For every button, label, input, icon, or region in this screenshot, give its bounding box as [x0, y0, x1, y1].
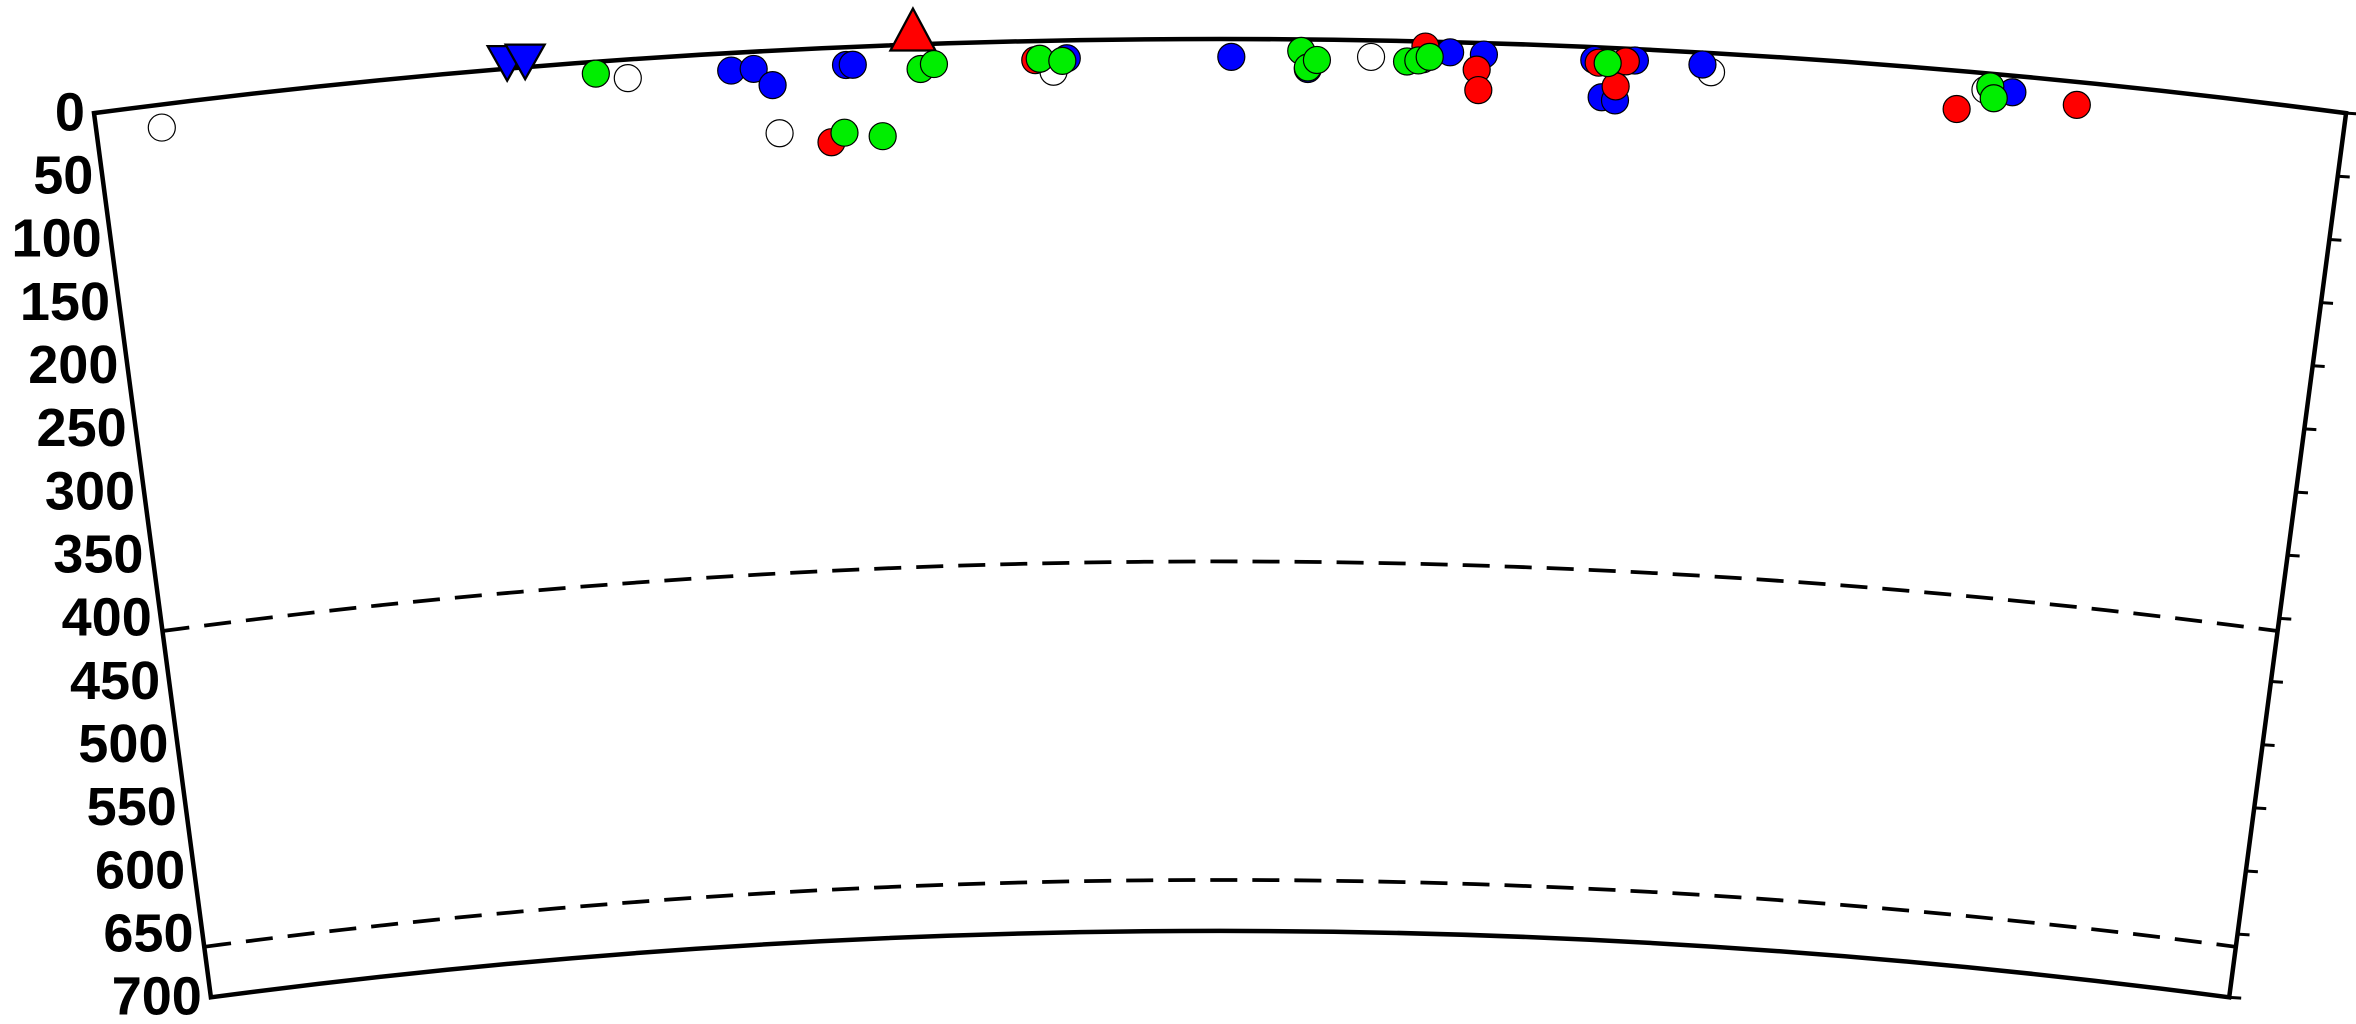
y-tick-label: 400	[62, 588, 152, 648]
tick-mark	[2337, 174, 2350, 179]
event-dot	[739, 54, 768, 84]
tick-mark	[2237, 932, 2250, 937]
tick-mark	[2245, 869, 2258, 874]
tick-mark	[2254, 806, 2267, 811]
y-tick-label: 450	[70, 651, 160, 711]
station-marker	[888, 6, 938, 52]
tick-mark	[2329, 237, 2342, 242]
y-tick-label: 100	[12, 209, 102, 269]
event-dot	[613, 64, 642, 93]
y-tick-label: 300	[45, 461, 135, 521]
event-dot	[581, 59, 610, 88]
event-dot	[1217, 42, 1246, 71]
event-dot	[1464, 75, 1493, 105]
event-dot	[868, 122, 897, 151]
y-tick-label: 550	[87, 777, 177, 837]
y-tick-label: 50	[33, 146, 93, 206]
tick-mark	[2270, 680, 2284, 684]
tick-mark	[2295, 490, 2309, 495]
y-tick-label: 650	[103, 903, 193, 963]
station-marker	[503, 43, 547, 82]
y-tick-label: 500	[78, 714, 168, 774]
section-outline	[91, 36, 2349, 1000]
y-tick-label: 0	[55, 82, 85, 142]
event-dot	[1302, 45, 1332, 75]
tick-mark	[2262, 743, 2275, 747]
tick-mark	[2229, 995, 2242, 1000]
tick-mark	[2287, 553, 2300, 558]
event-dot	[1688, 50, 1717, 79]
event-dot	[1593, 48, 1622, 78]
tick-mark	[2320, 301, 2334, 305]
tick-mark	[2345, 111, 2356, 116]
y-tick-label: 600	[95, 840, 185, 900]
event-dot	[830, 118, 859, 147]
y-tick-label: 250	[37, 398, 127, 458]
event-dot	[1415, 42, 1444, 72]
event-dot	[1048, 46, 1077, 75]
event-dot	[758, 71, 787, 100]
event-dot	[838, 50, 867, 79]
event-dot	[765, 119, 794, 148]
discontinuity-line	[162, 559, 2278, 633]
y-tick-label: 350	[53, 525, 143, 585]
tick-mark	[2304, 427, 2317, 432]
tick-mark	[2312, 364, 2325, 369]
event-dot	[1356, 42, 1386, 72]
y-tick-label: 700	[112, 967, 202, 1024]
y-tick-label: 150	[20, 272, 110, 332]
y-tick-label: 200	[28, 335, 118, 395]
event-dot	[919, 49, 949, 79]
event-dot	[1979, 84, 2008, 113]
discontinuity-line	[203, 878, 2237, 949]
event-dot	[1942, 94, 1971, 124]
event-dot	[147, 113, 176, 142]
event-dot	[2062, 90, 2091, 120]
tick-mark	[2279, 616, 2292, 621]
